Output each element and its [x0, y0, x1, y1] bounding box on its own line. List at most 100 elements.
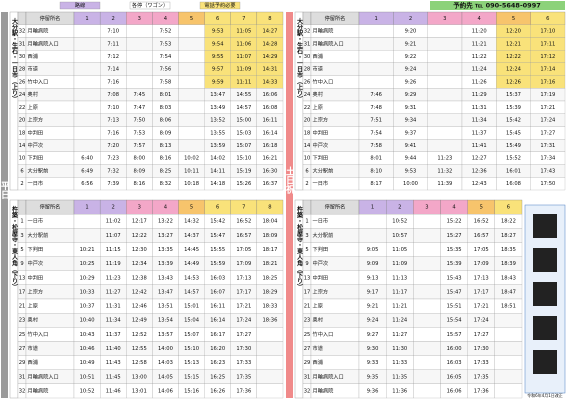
cell-text: 11:19 [106, 261, 121, 267]
header-text: 3 [138, 16, 141, 22]
cell-text: 中判田 [313, 273, 329, 281]
header-text: 8 [268, 16, 271, 22]
cell [494, 355, 523, 370]
cell-text: 10:21 [80, 247, 95, 253]
cell-text: 15:49 [506, 143, 521, 149]
cell-text: 10:02 [184, 156, 199, 162]
cell-text: 15:22 [447, 219, 462, 225]
weekday-label: 平日 [0, 181, 10, 200]
cell [178, 113, 205, 127]
cell-text: 15:37 [506, 92, 521, 98]
cell-text: 32 [19, 388, 26, 394]
header-text: 3 [443, 16, 446, 22]
qr-codes [533, 214, 557, 374]
cell-text: 7:47 [133, 105, 145, 111]
cell-text: 10:11 [184, 168, 199, 174]
cell-text: 10:51 [80, 374, 95, 380]
cell-text: 月輪病院 [28, 386, 50, 394]
cell-text: 18:17 [262, 247, 277, 253]
cell [73, 126, 101, 140]
cell-text: 14:11 [210, 168, 225, 174]
cell-text: 11:23 [437, 156, 452, 162]
cell [413, 228, 441, 243]
cell [73, 88, 101, 102]
cell [358, 214, 387, 229]
cell-text: 7:10 [107, 105, 119, 111]
header-text: 5 [190, 205, 193, 211]
cell-text: 9:35 [367, 374, 379, 380]
cell-text: 3 [305, 233, 308, 239]
header-text: 6 [216, 205, 219, 211]
phone: 予約先 ℡ 090-5648-0997 [453, 1, 541, 10]
cell-text: 中判田 [313, 128, 329, 136]
cell-text: 16:37 [262, 181, 277, 187]
cell-text: 16:08 [506, 181, 521, 187]
cell-text: 17:21 [540, 105, 555, 111]
cell-text: 14:57 [184, 289, 199, 295]
header-cell [17, 11, 27, 25]
cell-text: 14:00 [158, 346, 173, 352]
cell-text: 13:49 [210, 105, 225, 111]
cell-text: 月輪病院入口 [28, 39, 59, 47]
cell [427, 24, 463, 38]
cell-text: 17:30 [236, 346, 251, 352]
cell-text: 12:42 [132, 289, 147, 295]
cell-text: 9:21 [405, 41, 417, 47]
cell-text: 1 [305, 219, 308, 225]
cell-text: 32 [19, 29, 26, 35]
route-label: 大分駅・生石・一日市（上り） [11, 17, 19, 102]
cell-text: 竹中入口 [28, 77, 49, 85]
weekday-band [1, 12, 8, 398]
cell-text: 7:52 [160, 29, 172, 35]
cell-text: 12:52 [132, 332, 147, 338]
cell-text: 31 [304, 374, 311, 380]
header-cell [302, 11, 312, 25]
cell [73, 228, 101, 243]
header-text: 2 [398, 205, 401, 211]
cell-text: 18:35 [501, 247, 516, 253]
cell-text: 17:43 [540, 168, 555, 174]
cell-text: 16:17 [210, 332, 225, 338]
cell-text: 11:11 [236, 79, 251, 85]
cell-text: 17:24 [540, 118, 556, 124]
header-text: 5 [512, 16, 515, 22]
cell-text: 11:02 [106, 219, 121, 225]
cell-text: 2 [20, 181, 23, 187]
header-text: 停留所名 [325, 14, 346, 22]
cell-text: 18:47 [501, 289, 516, 295]
cell-text: 月輪病院入口 [313, 39, 344, 47]
cell-text: 12:27 [472, 156, 487, 162]
legend-swatch [199, 1, 241, 10]
cell-text: 11:15 [106, 247, 121, 253]
cell-text: 月輪病院 [313, 27, 335, 35]
header-text: 7 [242, 205, 245, 211]
cell-text: 16:03 [447, 360, 462, 366]
cell-text: 11:24 [392, 318, 408, 324]
cell-text: 14:31 [262, 67, 277, 73]
cell [73, 75, 101, 89]
cell [73, 113, 101, 127]
cell [256, 327, 284, 342]
cell-text: 16:21 [262, 156, 277, 162]
cell-text: 7:20 [107, 143, 119, 149]
cell-text: 竹中入口 [28, 330, 49, 338]
cell [256, 383, 284, 399]
cell-text: 15:39 [447, 261, 462, 267]
cell [413, 256, 441, 271]
header-text: 6 [216, 16, 219, 22]
cell-text: 13:01 [132, 388, 147, 394]
legend-swatch [129, 1, 171, 10]
cell-text: 7:57 [133, 143, 145, 149]
cell [494, 327, 523, 342]
cell-text: 17:13 [474, 275, 489, 281]
cell-text: 21 [304, 304, 311, 310]
cell-text: 月輪病院 [313, 386, 335, 394]
cell-text: 11:31 [472, 105, 487, 111]
cell-text: 18:25 [262, 275, 277, 281]
cell [358, 24, 394, 38]
cell-text: 大分駅前 [28, 231, 49, 239]
cell-text: 10:33 [80, 289, 95, 295]
cell [413, 327, 441, 342]
cell-text: 奥村 [28, 316, 38, 324]
header-text: 5 [480, 205, 483, 211]
